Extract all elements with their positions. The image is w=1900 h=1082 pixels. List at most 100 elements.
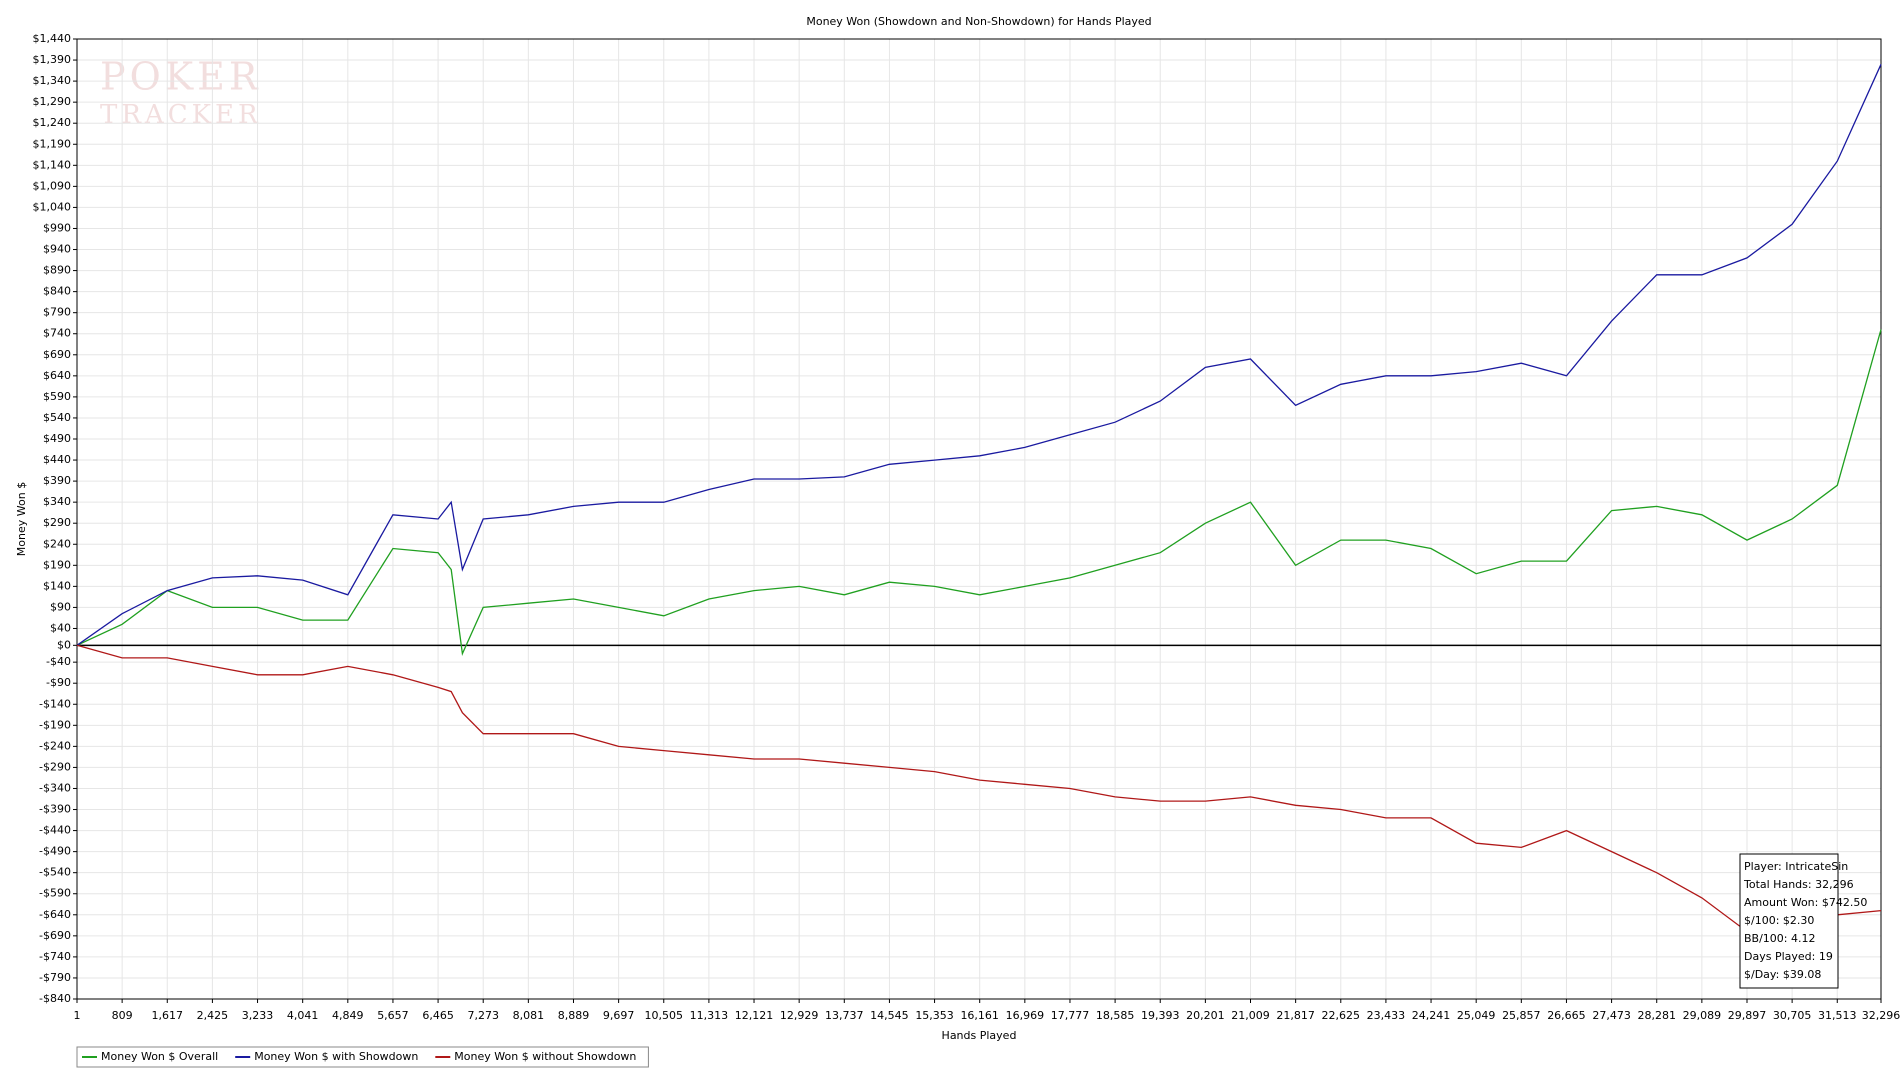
x-tick-label: 21,817	[1276, 1009, 1315, 1022]
y-tick-label: $840	[43, 285, 71, 298]
y-tick-label: $140	[43, 579, 71, 592]
x-tick-label: 1	[74, 1009, 81, 1022]
y-tick-label: $1,190	[33, 137, 72, 150]
x-tick-label: 14,545	[870, 1009, 909, 1022]
y-tick-label: $740	[43, 327, 71, 340]
x-tick-label: 8,081	[513, 1009, 545, 1022]
y-tick-label: -$740	[39, 950, 71, 963]
x-tick-label: 2,425	[197, 1009, 229, 1022]
y-tick-label: $790	[43, 306, 71, 319]
y-tick-label: $490	[43, 432, 71, 445]
x-tick-label: 25,857	[1502, 1009, 1541, 1022]
series-line	[76, 329, 1882, 657]
series-line	[76, 644, 1882, 933]
info-text: BB/100: 4.12	[1744, 932, 1816, 945]
x-tick-label: 19,393	[1141, 1009, 1180, 1022]
x-tick-label: 21,009	[1231, 1009, 1270, 1022]
y-tick-label: $1,390	[33, 53, 72, 66]
y-tick-label: $290	[43, 516, 71, 529]
y-tick-label: $990	[43, 221, 71, 234]
y-tick-label: $40	[50, 621, 71, 634]
x-tick-label: 4,041	[287, 1009, 319, 1022]
y-tick-label: -$790	[39, 971, 71, 984]
x-tick-label: 17,777	[1051, 1009, 1090, 1022]
y-tick-label: -$540	[39, 866, 71, 879]
y-tick-label: $1,290	[33, 95, 72, 108]
x-tick-label: 31,513	[1818, 1009, 1857, 1022]
y-tick-label: $90	[50, 600, 71, 613]
y-tick-label: $890	[43, 264, 71, 277]
x-tick-label: 1,617	[152, 1009, 184, 1022]
y-tick-label: $1,440	[33, 32, 72, 45]
x-tick-label: 12,121	[735, 1009, 774, 1022]
y-tick-label: $390	[43, 474, 71, 487]
y-tick-label: -$90	[46, 676, 71, 689]
x-tick-label: 26,665	[1547, 1009, 1586, 1022]
legend: Money Won $ Overall Money Won $ with Show…	[76, 1046, 649, 1068]
x-tick-label: 16,161	[960, 1009, 999, 1022]
x-tick-label: 15,353	[915, 1009, 954, 1022]
legend-item: Money Won $ with Showdown	[235, 1050, 418, 1063]
y-tick-label: -$490	[39, 845, 71, 858]
legend-label: Money Won $ Overall	[101, 1050, 218, 1063]
x-tick-label: 24,241	[1412, 1009, 1451, 1022]
watermark: POKER	[100, 55, 261, 99]
info-text: Amount Won: $742.50	[1744, 896, 1867, 909]
y-tick-label: -$290	[39, 760, 71, 773]
y-tick-label: $640	[43, 369, 71, 382]
x-tick-label: 18,585	[1096, 1009, 1135, 1022]
y-tick-label: $540	[43, 411, 71, 424]
x-tick-label: 30,705	[1773, 1009, 1812, 1022]
x-tick-label: 25,049	[1457, 1009, 1496, 1022]
y-tick-label: $590	[43, 390, 71, 403]
y-tick-label: $240	[43, 537, 71, 550]
info-text: Player: IntricateSin	[1744, 860, 1848, 873]
y-tick-label: $1,340	[33, 74, 72, 87]
x-tick-label: 11,313	[690, 1009, 729, 1022]
chart-title: Money Won (Showdown and Non-Showdown) fo…	[806, 15, 1151, 28]
y-tick-label: -$340	[39, 781, 71, 794]
y-tick-label: $1,240	[33, 116, 72, 129]
x-tick-label: 32,296	[1862, 1009, 1900, 1022]
x-tick-label: 9,697	[603, 1009, 635, 1022]
x-tick-label: 809	[112, 1009, 133, 1022]
info-text: $/100: $2.30	[1744, 914, 1814, 927]
y-tick-label: -$190	[39, 718, 71, 731]
plot-frame	[76, 38, 1882, 1000]
info-box	[1739, 853, 1839, 989]
y-tick-label: -$440	[39, 824, 71, 837]
x-tick-label: 12,929	[780, 1009, 819, 1022]
y-tick-label: $0	[57, 638, 71, 651]
legend-label: Money Won $ with Showdown	[254, 1050, 418, 1063]
watermark: TRACKER	[100, 100, 262, 130]
x-tick-label: 20,201	[1186, 1009, 1225, 1022]
info-text: Days Played: 19	[1744, 950, 1833, 963]
y-tick-label: $1,140	[33, 158, 72, 171]
info-text: Total Hands: 32,296	[1743, 878, 1854, 891]
x-tick-label: 3,233	[242, 1009, 274, 1022]
y-tick-label: $690	[43, 348, 71, 361]
y-tick-label: $1,040	[33, 200, 72, 213]
series-line	[76, 64, 1882, 646]
y-tick-label: -$40	[46, 655, 71, 668]
legend-item: Money Won $ without Showdown	[435, 1050, 636, 1063]
y-tick-label: -$640	[39, 908, 71, 921]
y-tick-label: -$840	[39, 992, 71, 1005]
x-tick-label: 4,849	[332, 1009, 364, 1022]
legend-item: Money Won $ Overall	[82, 1050, 218, 1063]
x-axis-label: Hands Played	[942, 1029, 1017, 1042]
x-tick-label: 28,281	[1637, 1009, 1676, 1022]
y-tick-label: $1,090	[33, 179, 72, 192]
x-tick-label: 5,657	[377, 1009, 409, 1022]
y-tick-label: $190	[43, 558, 71, 571]
x-tick-label: 8,889	[558, 1009, 590, 1022]
legend-label: Money Won $ without Showdown	[454, 1050, 636, 1063]
y-tick-label: -$690	[39, 929, 71, 942]
x-tick-label: 13,737	[825, 1009, 864, 1022]
y-tick-label: $440	[43, 453, 71, 466]
y-tick-label: $340	[43, 495, 71, 508]
y-tick-label: $940	[43, 243, 71, 256]
x-tick-label: 23,433	[1367, 1009, 1406, 1022]
x-tick-label: 6,465	[422, 1009, 454, 1022]
